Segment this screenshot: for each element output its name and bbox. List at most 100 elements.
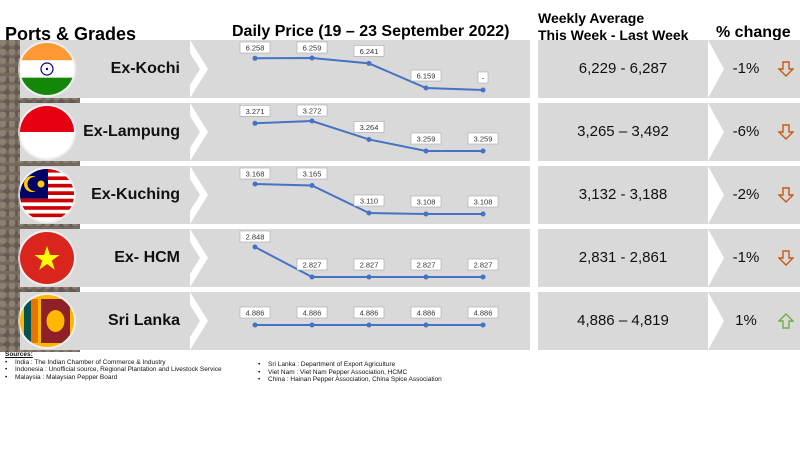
- percent-change-header: % change: [716, 24, 791, 41]
- sri-lanka-flag-icon: [20, 295, 74, 347]
- data-point: [252, 244, 258, 250]
- data-point: [366, 210, 372, 216]
- data-label: 6.259: [303, 44, 322, 53]
- weekly-average-value: 6,229 - 6,287: [578, 60, 668, 77]
- band-mid-shape: [190, 292, 530, 350]
- data-point: [366, 136, 372, 142]
- data-point: [480, 87, 486, 93]
- price-row-sri-lanka: Sri Lanka 4.886 4.886 4.886 4.886 4.886 4,886 …: [0, 292, 800, 350]
- data-label: 3.272: [303, 107, 322, 116]
- percent-change-value: -2%: [732, 186, 760, 203]
- data-label-box: [353, 194, 385, 207]
- price-row-ex-kochi: Ex-Kochi 6.258 6.259 6.241 6.159 - 6,229 - 6,2…: [0, 40, 800, 98]
- band-week-shape: [538, 40, 708, 98]
- data-label: 6.241: [360, 47, 379, 56]
- weekly-average-value: 3,132 - 3,188: [578, 186, 668, 203]
- data-point: [423, 322, 429, 328]
- source-china: China : Hainan Pepper Association, China…: [258, 376, 442, 384]
- weekly-average-value: 2,831 - 2,861: [578, 249, 668, 266]
- daily-price-header: Daily Price (19 – 23 September 2022): [232, 23, 510, 40]
- arrow-down-icon: [777, 250, 795, 266]
- data-label: 2.827: [303, 261, 322, 270]
- port-name: Sri Lanka: [107, 312, 180, 329]
- data-label: 4.886: [417, 309, 436, 318]
- port-name: Ex-Kuching: [91, 186, 180, 203]
- data-point: [480, 148, 486, 154]
- indonesia-flag-icon: [20, 106, 74, 158]
- data-label-box: [353, 45, 385, 57]
- data-label-box: [467, 195, 499, 208]
- percent-change-value: -1%: [732, 249, 760, 266]
- data-label-box: [296, 167, 328, 180]
- data-label: 3.271: [246, 107, 265, 116]
- data-point: [309, 183, 315, 188]
- sources-block: Sources: India : The Indian Chamber of C…: [5, 351, 222, 381]
- data-label-box: [239, 230, 271, 243]
- weekly-header-line1: Weekly Average: [538, 10, 645, 26]
- data-point: [309, 55, 315, 61]
- data-label: 2.848: [246, 233, 265, 242]
- data-point: [366, 322, 372, 328]
- data-point: [423, 148, 429, 154]
- data-point: [423, 85, 429, 91]
- data-point: [309, 274, 315, 280]
- sources-block-right: Sri Lanka : Department of Export Agricul…: [258, 361, 442, 384]
- data-point: [480, 322, 486, 328]
- data-label: 3.259: [474, 135, 493, 144]
- band-week-shape: [538, 103, 708, 161]
- data-point: [309, 118, 315, 124]
- arrow-down-icon: [777, 187, 795, 203]
- data-point: [366, 60, 372, 66]
- price-row-ex-hcm: Ex- HCM 2.848 2.827 2.827 2.827 2.827 2,831 - …: [0, 229, 800, 287]
- sources-title: Sources:: [5, 351, 33, 358]
- arrow-down-icon: [777, 124, 795, 140]
- data-label-box: [353, 121, 385, 133]
- malaysia-flag-icon: [20, 169, 74, 221]
- data-label: 4.886: [474, 309, 493, 318]
- port-name: Ex-Lampung: [83, 123, 180, 140]
- data-label-box: [296, 104, 328, 117]
- data-label-box: [467, 132, 499, 145]
- source-indonesia: Indonesia : Unofficial source, Regional …: [5, 366, 222, 374]
- source-vietnam: Viet Nam : Viet Nam Pepper Association, …: [258, 369, 442, 377]
- data-point: [480, 211, 486, 217]
- weekly-average-header: Weekly Average This Week - Last Week: [538, 10, 688, 44]
- percent-change-value: 1%: [735, 312, 757, 329]
- data-label-box: [410, 306, 442, 319]
- port-name: Ex-Kochi: [110, 60, 180, 77]
- price-row-ex-lampung: Ex-Lampung 3.271 3.272 3.264 3.259 3.259 3,265…: [0, 103, 800, 161]
- data-label-box: [477, 71, 489, 84]
- data-label: 3.108: [417, 198, 436, 207]
- data-point: [252, 120, 258, 126]
- data-label: 2.827: [417, 261, 436, 270]
- data-label: -: [482, 74, 485, 83]
- data-point: [252, 181, 258, 187]
- data-label: 2.827: [474, 261, 493, 270]
- arrow-down-icon: [777, 61, 795, 77]
- port-name: Ex- HCM: [114, 249, 180, 266]
- sparkline-ex-lampung: 3.271 3.272 3.264 3.259 3.259: [239, 104, 499, 154]
- data-label: 3.110: [360, 197, 378, 206]
- data-label-box: [410, 132, 442, 145]
- percent-change-value: -6%: [732, 123, 760, 140]
- data-point: [309, 322, 315, 328]
- percent-change-value: -1%: [732, 60, 760, 77]
- source-malaysia: Malaysia : Malaysian Pepper Board: [5, 374, 222, 382]
- band-week-shape: [538, 292, 708, 350]
- data-label: 3.165: [303, 170, 322, 179]
- data-point: [423, 274, 429, 280]
- data-label-box: [296, 306, 328, 319]
- data-label-box: [239, 41, 271, 54]
- data-label-box: [353, 258, 385, 271]
- india-flag-icon: [20, 43, 74, 95]
- data-label-box: [296, 258, 328, 271]
- source-india: India : The Indian Chamber of Commerce &…: [5, 359, 222, 367]
- ports-header: Ports & Grades: [5, 24, 137, 44]
- sparkline-ex-hcm: 2.848 2.827 2.827 2.827 2.827: [239, 230, 499, 280]
- sparkline-ex-kochi: 6.258 6.259 6.241 6.159 -: [239, 41, 489, 93]
- arrow-up-icon: [777, 313, 795, 329]
- data-label: 3.168: [246, 170, 265, 179]
- sparkline-ex-kuching: 3.168 3.165 3.110 3.108 3.108: [239, 167, 499, 217]
- band-week-shape: [538, 166, 708, 224]
- sparkline-sri-lanka: 4.886 4.886 4.886 4.886 4.886: [239, 306, 499, 328]
